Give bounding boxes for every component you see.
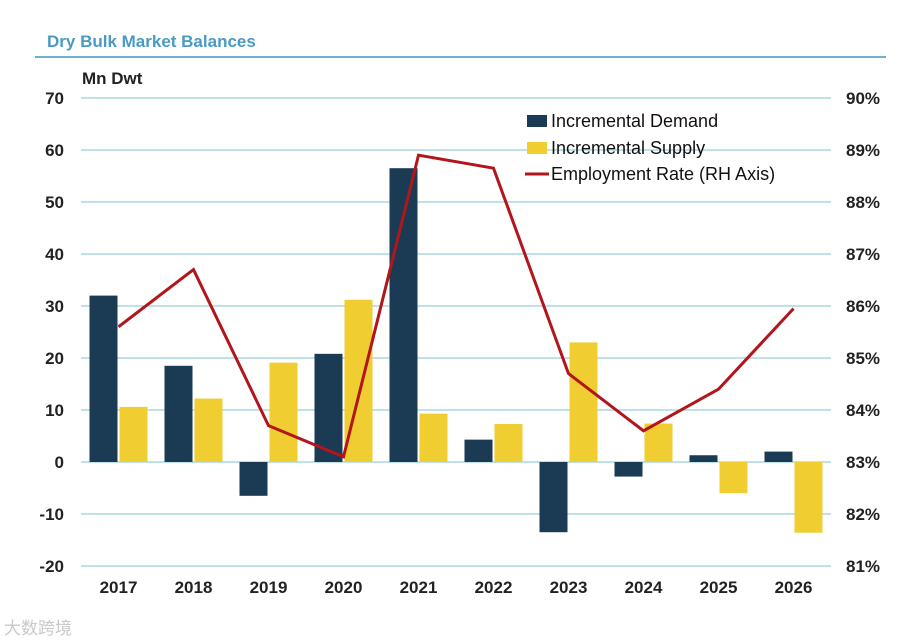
- x-tick-label: 2022: [475, 578, 513, 597]
- employment-rate-line: [117, 153, 795, 459]
- x-tick-label: 2019: [250, 578, 288, 597]
- y-tick-label: 20: [45, 349, 64, 368]
- y-tick-label: 10: [45, 401, 64, 420]
- x-tick-label: 2020: [325, 578, 363, 597]
- right-axis-ticks: 90% 89% 88% 87% 86% 85% 84% 83% 82% 81%: [846, 89, 880, 576]
- demand-bar-2020: [314, 353, 343, 462]
- y2-tick-label: 81%: [846, 557, 880, 576]
- demand-bar-2023: [539, 462, 568, 533]
- demand-bar-2025: [689, 455, 718, 462]
- supply-bar-2017: [119, 406, 148, 462]
- supply-bar-2018: [194, 398, 223, 462]
- x-tick-label: 2023: [550, 578, 588, 597]
- y-tick-label: 70: [45, 89, 64, 108]
- x-tick-label: 2025: [700, 578, 738, 597]
- watermark: 大数跨境: [4, 619, 72, 638]
- y2-tick-label: 86%: [846, 297, 880, 316]
- x-tick-label: 2026: [775, 578, 813, 597]
- y2-tick-label: 84%: [846, 401, 880, 420]
- supply-bar-2026: [794, 462, 823, 533]
- line-layer: [117, 153, 795, 459]
- legend-label: Incremental Supply: [551, 138, 705, 158]
- x-tick-label: 2017: [100, 578, 138, 597]
- y-axis-unit-label: Mn Dwt: [82, 69, 143, 88]
- y-tick-label: -10: [39, 505, 64, 524]
- legend-label: Incremental Demand: [551, 111, 718, 131]
- supply-bar-2022: [494, 424, 523, 462]
- chart-title: Dry Bulk Market Balances: [47, 32, 256, 51]
- demand-bar-2022: [464, 439, 493, 462]
- y-tick-label: 0: [55, 453, 64, 472]
- demand-bar-2019: [239, 462, 268, 496]
- legend-label: Employment Rate (RH Axis): [551, 164, 775, 184]
- bar-layer: [89, 168, 823, 533]
- x-axis-ticks: 2017 2018 2019 2020 2021 2022 2023 2024 2025 2026: [100, 578, 813, 597]
- demand-bar-2026: [764, 451, 793, 462]
- y2-tick-label: 87%: [846, 245, 880, 264]
- supply-bar-2024: [644, 423, 673, 462]
- supply-bar-2025: [719, 462, 748, 494]
- demand-bar-2018: [164, 365, 193, 462]
- y2-tick-label: 88%: [846, 193, 880, 212]
- y2-tick-label: 83%: [846, 453, 880, 472]
- title-divider: [35, 56, 886, 58]
- y-tick-label: 30: [45, 297, 64, 316]
- supply-bar-2019: [269, 362, 298, 462]
- y2-tick-label: 82%: [846, 505, 880, 524]
- y-tick-label: 60: [45, 141, 64, 160]
- supply-bar-2023: [569, 342, 598, 462]
- x-tick-label: 2021: [400, 578, 438, 597]
- x-tick-label: 2018: [175, 578, 213, 597]
- y-tick-label: 40: [45, 245, 64, 264]
- legend-swatch: [527, 115, 547, 127]
- y-tick-label: -20: [39, 557, 64, 576]
- legend: Incremental Demand Incremental Supply Empl…: [525, 111, 775, 184]
- demand-bar-2017: [89, 295, 118, 462]
- x-tick-label: 2024: [625, 578, 663, 597]
- demand-bar-2024: [614, 462, 643, 477]
- y2-tick-label: 85%: [846, 349, 880, 368]
- legend-swatch: [527, 142, 547, 154]
- y2-tick-label: 89%: [846, 141, 880, 160]
- supply-bar-2021: [419, 413, 448, 462]
- y-tick-label: 50: [45, 193, 64, 212]
- left-axis-ticks: 70 60 50 40 30 20 10 0 -10 -20: [39, 89, 64, 576]
- y2-tick-label: 90%: [846, 89, 880, 108]
